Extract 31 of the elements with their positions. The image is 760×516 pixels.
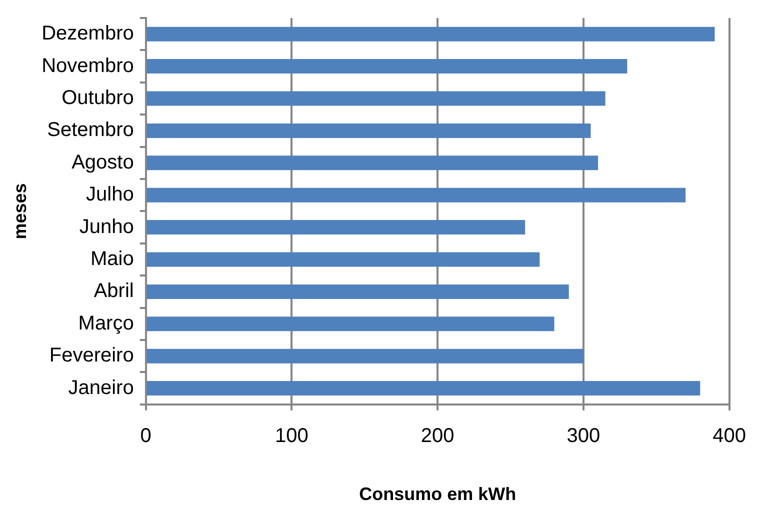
y-tick-label: Setembro [47,119,134,142]
y-tick-label: Fevereiro [49,344,134,367]
bar [146,316,554,332]
bar [146,123,591,138]
y-axis-title: meses [10,183,30,240]
x-tick-label: 100 [275,424,308,447]
y-tick-label: Abril [94,280,134,302]
y-tick-label: Março [78,312,134,334]
bar [146,26,715,42]
x-tick-label: 400 [712,424,746,447]
bar [146,188,686,202]
bar [146,252,540,267]
bar [146,59,628,74]
y-tick-label: Novembro [42,54,134,77]
bar [146,220,526,235]
y-tick-label: Janeiro [68,376,134,399]
x-tick-label: 200 [420,424,454,447]
bar [146,284,569,299]
bar [146,91,606,106]
bar [146,156,598,170]
bar [146,381,700,396]
y-tick-label: Junho [79,216,134,238]
x-tick-label: 300 [566,424,600,447]
y-tick-label: Maio [90,248,134,270]
y-tick-label: Agosto [72,151,134,174]
y-tick-label: Dezembro [42,22,134,45]
y-tick-label: Outubro [62,87,134,110]
x-axis-title: Consumo em kWh [359,484,516,504]
bar [146,348,584,364]
y-tick-label: Julho [86,184,134,206]
x-tick-label: 0 [140,424,152,447]
